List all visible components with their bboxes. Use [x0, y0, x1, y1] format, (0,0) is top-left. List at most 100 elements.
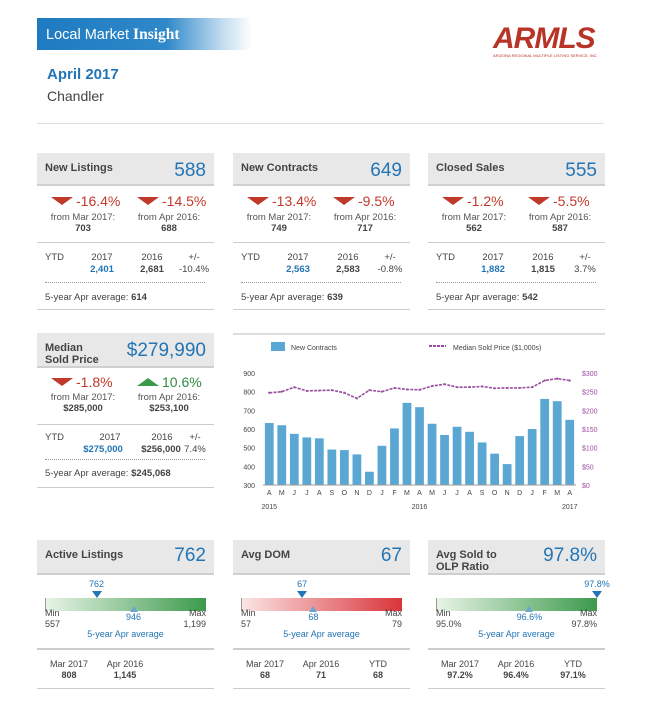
y-left-tick: 300	[243, 483, 255, 490]
ytd-value: 2,681	[140, 264, 164, 275]
ytd-diff: 3.7%	[574, 264, 596, 275]
ytd-value: 2,401	[90, 264, 114, 275]
card-value: 588	[174, 160, 206, 181]
median-price-point	[468, 386, 471, 389]
ytd-label: YTD	[436, 252, 455, 263]
five-year-marker-icon	[309, 606, 318, 612]
gauge-bar	[45, 598, 206, 611]
median-price-point	[368, 389, 371, 392]
x-tick-year: 2016	[412, 504, 428, 511]
x-tick-year: 2015	[261, 504, 277, 511]
x-tick-month: A	[567, 490, 572, 497]
from-apr: from Apr 2016: 587	[528, 212, 592, 234]
x-tick-month: M	[279, 490, 285, 497]
stat-card: Closed Sales 555 -1.2% -5.5% from Mar 20…	[428, 153, 605, 310]
from-mar: from Mar 2017: 562	[441, 212, 507, 234]
x-tick-month: S	[330, 490, 335, 497]
from-mar: from Mar 2017: 703	[50, 212, 116, 234]
gauge-max: Max 97.8%	[571, 608, 597, 629]
gauge-min: Min 95.0%	[436, 608, 462, 629]
report-header: Local Market Insight	[37, 18, 252, 50]
header-title: Local Market	[46, 27, 130, 43]
ytd-diff-label: +/-	[579, 252, 591, 263]
median-price-point	[318, 389, 321, 392]
bar-new-contracts	[465, 431, 474, 485]
y-right-tick: $0	[582, 483, 590, 490]
bar-new-contracts	[477, 442, 487, 485]
compare-apr: Apr 2016 96.4%	[497, 659, 535, 680]
gauge-marker-label: 97.8%	[584, 579, 610, 589]
compare-mar: Mar 2017 68	[245, 659, 285, 680]
y-right-tick: $50	[582, 464, 594, 471]
down-arrow-icon	[442, 197, 464, 205]
median-price-point	[430, 384, 434, 388]
down-arrow-icon	[51, 378, 73, 386]
x-tick-month: A	[267, 490, 272, 497]
y-left-tick: 500	[243, 446, 255, 453]
five-year-value: 946	[126, 612, 142, 622]
change-mar: -13.4%	[247, 193, 316, 209]
bar-new-contracts	[565, 419, 575, 485]
bar-new-contracts	[365, 471, 374, 485]
card-title-bar	[428, 540, 605, 575]
five-year-label: 5-year Apr average	[283, 629, 360, 639]
ytd-label: YTD	[45, 252, 64, 263]
ytd-year: 2017	[91, 252, 113, 263]
card-value: 649	[370, 160, 402, 181]
compare-mar: Mar 2017 97.2%	[440, 659, 480, 680]
dotted-divider	[45, 459, 205, 460]
ytd-value: 1,882	[481, 264, 505, 275]
x-tick-month: J	[293, 490, 297, 497]
bar-new-contracts	[402, 402, 412, 485]
bar-new-contracts	[289, 433, 299, 485]
bar-new-contracts	[302, 437, 312, 485]
card-separator	[37, 648, 214, 650]
card-title: Active Listings	[45, 549, 124, 561]
five-year-average: 5-year Apr average: 542	[436, 292, 538, 303]
median-price-point	[343, 391, 346, 394]
divider	[37, 123, 604, 124]
five-year-label: 5-year Apr average	[87, 629, 164, 639]
five-year-average: 5-year Apr average: 614	[45, 292, 147, 303]
ytd-value: 1,815	[531, 264, 555, 275]
bar-new-contracts	[440, 434, 449, 485]
change-mar: -16.4%	[51, 193, 120, 209]
ytd-diff: 7.4%	[184, 444, 206, 455]
x-tick-month: A	[317, 490, 322, 497]
card-title-bar	[37, 333, 214, 368]
gauge-marker-icon	[91, 591, 102, 598]
down-arrow-icon	[137, 197, 159, 205]
compare-ytd: YTD 97.1%	[560, 659, 586, 680]
x-tick-month: S	[480, 490, 485, 497]
gauge-min: Min 57	[241, 608, 256, 629]
x-tick-month: O	[342, 490, 348, 497]
down-arrow-icon	[247, 197, 269, 205]
median-price-point	[518, 386, 521, 390]
gauge-max: Max 1,199	[183, 608, 206, 629]
median-price-point	[355, 397, 358, 400]
down-arrow-icon	[51, 197, 73, 205]
x-tick-month: J	[443, 490, 447, 497]
x-tick-month: D	[517, 490, 522, 497]
x-tick-month: N	[505, 490, 510, 497]
bar-new-contracts	[327, 449, 337, 485]
ytd-year: 2017	[99, 432, 121, 443]
y-left-tick: 400	[243, 464, 255, 471]
compare-ytd: YTD 68	[369, 659, 387, 680]
card-title: Closed Sales	[436, 162, 505, 174]
contracts-price-chart: New Contracts Median Sold Price ($1,000s)…	[233, 333, 605, 518]
x-tick-year: 2017	[562, 504, 578, 511]
bar-new-contracts	[540, 398, 550, 485]
ytd-year: 2016	[337, 252, 359, 263]
card-separator	[37, 688, 214, 689]
compare-mar: Mar 2017 808	[49, 659, 89, 680]
from-apr: from Apr 2016: 688	[137, 212, 201, 234]
five-year-label: 5-year Apr average	[478, 629, 555, 639]
ytd-year: 2017	[482, 252, 504, 263]
x-tick-month: J	[530, 490, 534, 497]
bar-new-contracts	[552, 401, 562, 485]
bar-new-contracts	[452, 426, 462, 485]
median-price-point	[443, 383, 446, 386]
card-title-bar	[428, 153, 605, 186]
y-left-tick: 700	[243, 408, 255, 415]
